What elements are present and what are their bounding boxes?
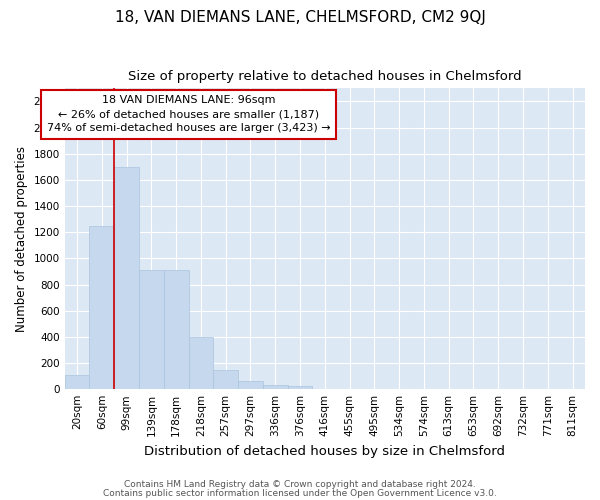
Bar bbox=[139, 270, 164, 389]
Bar bbox=[214, 370, 238, 389]
Text: Contains HM Land Registry data © Crown copyright and database right 2024.: Contains HM Land Registry data © Crown c… bbox=[124, 480, 476, 489]
X-axis label: Distribution of detached houses by size in Chelmsford: Distribution of detached houses by size … bbox=[145, 444, 505, 458]
Text: Contains public sector information licensed under the Open Government Licence v3: Contains public sector information licen… bbox=[103, 488, 497, 498]
Text: 18, VAN DIEMANS LANE, CHELMSFORD, CM2 9QJ: 18, VAN DIEMANS LANE, CHELMSFORD, CM2 9Q… bbox=[115, 10, 485, 25]
Y-axis label: Number of detached properties: Number of detached properties bbox=[15, 146, 28, 332]
Bar bbox=[287, 386, 313, 389]
Bar bbox=[89, 226, 114, 389]
Text: 18 VAN DIEMANS LANE: 96sqm
← 26% of detached houses are smaller (1,187)
74% of s: 18 VAN DIEMANS LANE: 96sqm ← 26% of deta… bbox=[47, 96, 331, 134]
Bar bbox=[164, 270, 188, 389]
Bar bbox=[65, 375, 89, 389]
Bar bbox=[188, 337, 214, 389]
Bar bbox=[263, 384, 287, 389]
Bar bbox=[238, 380, 263, 389]
Bar bbox=[114, 167, 139, 389]
Title: Size of property relative to detached houses in Chelmsford: Size of property relative to detached ho… bbox=[128, 70, 521, 83]
